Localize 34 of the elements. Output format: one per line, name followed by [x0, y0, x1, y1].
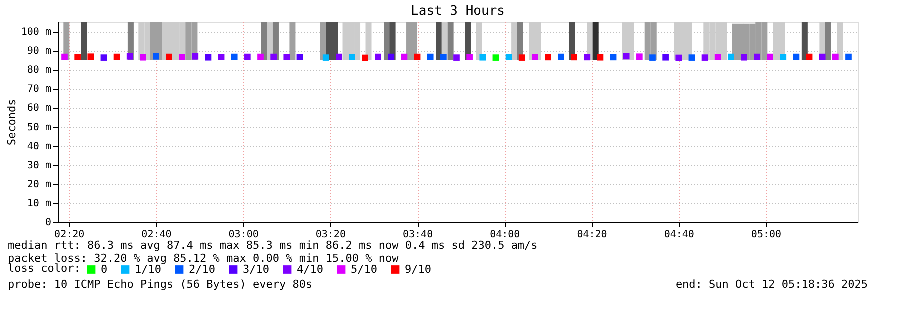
y-tick-label: 30 m: [27, 160, 52, 172]
x-tick-label: 05:00: [751, 230, 782, 240]
x-tick-label: 04:40: [664, 230, 694, 240]
chart-title: Last 3 Hours: [411, 4, 505, 19]
text: end: Sun Oct 12 05:18:36 2025: [676, 278, 868, 291]
legend-label: 0: [101, 262, 108, 276]
y-axis-title: Seconds: [5, 99, 18, 146]
y-tick-label: 90 m: [27, 46, 52, 58]
legend-label: 1/10: [135, 262, 162, 276]
y-tick-label: 80 m: [27, 65, 52, 76]
text: median rtt: 86.3 ms avg 87.4 ms max 85.3 ms min 86.2 ms now 0.4 ms sd 230.5 am/s: [8, 239, 538, 252]
x-tick-label: 03:20: [316, 230, 346, 240]
y-tick-label: 10 m: [27, 198, 52, 210]
y-tick-label: 60 m: [27, 103, 52, 114]
y-tick-label: 50 m: [27, 122, 52, 134]
x-tick-label: 03:40: [402, 230, 434, 240]
text: packet loss: 32.20 % avg 85.12 % max 0.00 % min 15.00 % now: [8, 252, 400, 265]
y-tick-label: 0: [45, 218, 52, 228]
legend-label: 3/10: [243, 262, 270, 276]
legend-label: 9/10: [405, 262, 432, 276]
x-tick-label: 02:40: [142, 230, 172, 240]
y-tick-label: 20 m: [27, 179, 52, 190]
legend-label: 2/10: [189, 262, 216, 276]
x-tick-label: 02:20: [54, 230, 85, 240]
x-tick-label: 03:00: [228, 230, 259, 240]
x-tick-label: 04:00: [490, 230, 520, 240]
y-tick-label: 40 m: [27, 141, 52, 152]
legend-label: 4/10: [297, 262, 324, 276]
legend-label: 5/10: [351, 262, 378, 276]
text: probe: 10 ICMP Echo Pings (56 Bytes) every 80s: [8, 278, 313, 291]
legend-title: loss color:: [8, 262, 81, 275]
y-tick-label: 100 m: [21, 27, 52, 38]
y-tick-label: 70 m: [27, 84, 52, 96]
x-tick-label: 04:20: [577, 230, 608, 240]
